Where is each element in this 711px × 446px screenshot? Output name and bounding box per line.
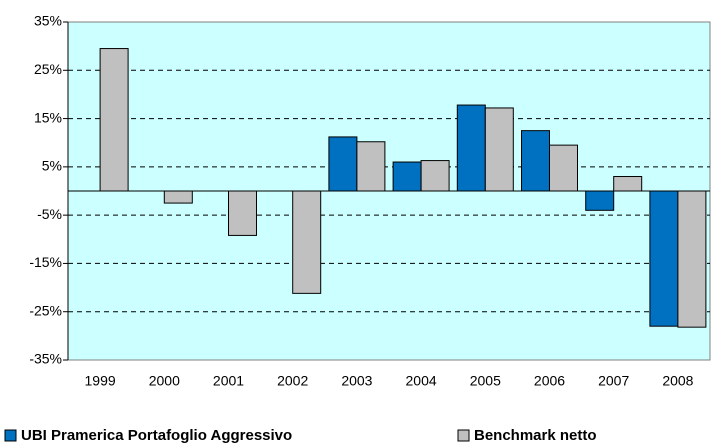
bar: [163, 190, 193, 204]
y-tick-label: -35%: [29, 351, 62, 367]
bar: [549, 144, 578, 192]
bar: [585, 190, 615, 211]
x-tick-label: 2007: [598, 373, 629, 389]
y-tick-label: 15%: [34, 109, 62, 125]
x-tick-label: 2002: [277, 373, 308, 389]
bar: [456, 104, 486, 192]
y-tick-label: -15%: [29, 254, 62, 270]
x-tick-label: 2001: [213, 373, 244, 389]
y-tick-label: 5%: [42, 158, 62, 174]
legend-label: Benchmark netto: [474, 427, 597, 444]
bar: [328, 136, 358, 192]
bar: [228, 190, 257, 236]
y-tick-label: -25%: [29, 302, 62, 318]
x-tick-label: 2008: [662, 373, 693, 389]
x-tick-label: 2003: [341, 373, 372, 389]
bar: [613, 176, 643, 192]
x-tick-label: 2005: [470, 373, 501, 389]
legend-swatch: [4, 429, 17, 442]
bar: [484, 107, 514, 192]
bar: [99, 48, 129, 192]
x-tick-label: 1999: [85, 373, 116, 389]
legend-label: UBI Pramerica Portafoglio Aggressivo: [21, 427, 292, 444]
bar: [649, 190, 679, 327]
y-tick-label: 25%: [34, 61, 62, 77]
x-tick-label: 2006: [534, 373, 565, 389]
y-tick-label: -5%: [37, 206, 62, 222]
y-tick-label: 35%: [34, 13, 62, 29]
x-tick-label: 2000: [149, 373, 180, 389]
bar: [356, 141, 386, 192]
legend-swatch: [457, 429, 470, 442]
bar: [292, 190, 322, 294]
bar: [677, 190, 707, 328]
bar: [392, 161, 422, 192]
bar: [420, 160, 450, 192]
x-tick-label: 2004: [406, 373, 437, 389]
bar: [521, 130, 550, 192]
